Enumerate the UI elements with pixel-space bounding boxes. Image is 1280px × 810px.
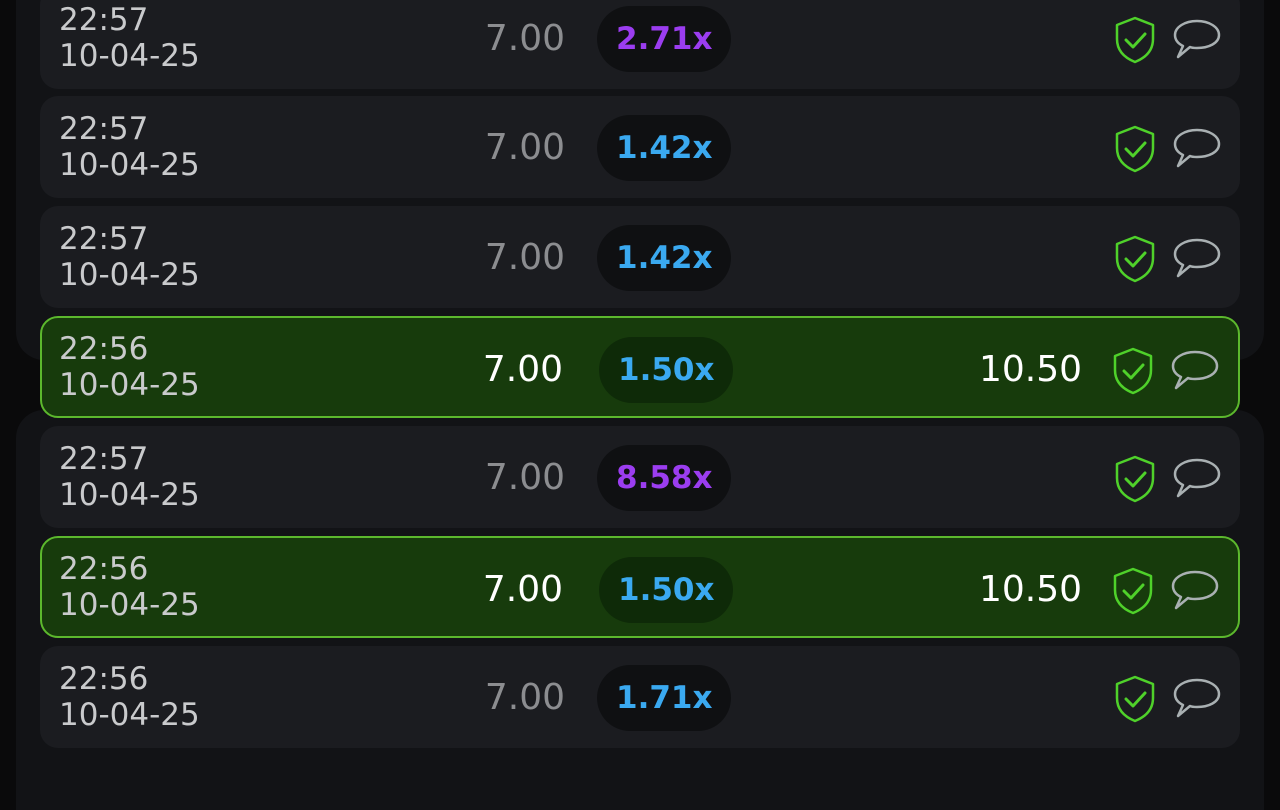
bet-time: 22:56 — [59, 661, 149, 697]
shield-check-icon[interactable] — [1112, 234, 1158, 284]
bet-amount: 7.00 — [482, 569, 563, 610]
multiplier-badge: 1.42x — [597, 225, 732, 291]
multiplier-badge: 1.71x — [597, 665, 732, 731]
bet-date: 10-04-25 — [59, 257, 200, 293]
bet-amount: 7.00 — [484, 127, 565, 168]
bet-timestamp: 22:56 10-04-25 — [59, 551, 200, 623]
bet-timestamp: 22:56 10-04-25 — [59, 331, 200, 403]
bet-time: 22:57 — [59, 221, 149, 257]
bet-row[interactable]: 22:57 10-04-25 7.00 2.71x — [40, 0, 1240, 89]
bet-date: 10-04-25 — [59, 587, 200, 623]
bet-amount: 7.00 — [484, 18, 565, 59]
payout-amount: 10.50 — [978, 349, 1082, 390]
multiplier-badge: 2.71x — [597, 6, 732, 72]
shield-check-icon[interactable] — [1112, 15, 1158, 65]
shield-check-icon[interactable] — [1112, 674, 1158, 724]
bet-timestamp: 22:56 10-04-25 — [59, 661, 200, 733]
bet-time: 22:56 — [59, 551, 149, 587]
bet-row[interactable]: 22:57 10-04-25 7.00 1.42x — [40, 206, 1240, 308]
bet-row[interactable]: 22:56 10-04-25 7.00 1.50x 10.50 — [40, 316, 1240, 418]
bet-timestamp: 22:57 10-04-25 — [59, 111, 200, 183]
bet-date: 10-04-25 — [59, 367, 200, 403]
bet-row[interactable]: 22:57 10-04-25 7.00 1.42x — [40, 96, 1240, 198]
bet-date: 10-04-25 — [59, 477, 200, 513]
multiplier-badge: 1.42x — [597, 115, 732, 181]
chat-bubble-icon[interactable] — [1172, 126, 1222, 170]
chat-bubble-icon[interactable] — [1172, 676, 1222, 720]
bet-amount: 7.00 — [484, 457, 565, 498]
multiplier-badge: 1.50x — [599, 557, 734, 623]
bet-row[interactable]: 22:57 10-04-25 7.00 8.58x — [40, 426, 1240, 528]
chat-bubble-icon[interactable] — [1172, 236, 1222, 280]
multiplier-badge: 8.58x — [597, 445, 732, 511]
chat-bubble-icon[interactable] — [1170, 348, 1220, 392]
chat-bubble-icon[interactable] — [1172, 456, 1222, 500]
bet-amount: 7.00 — [482, 349, 563, 390]
bet-amount: 7.00 — [484, 677, 565, 718]
bet-date: 10-04-25 — [59, 697, 200, 733]
bet-time: 22:57 — [59, 2, 149, 38]
bet-timestamp: 22:57 10-04-25 — [59, 2, 200, 74]
bet-amount: 7.00 — [484, 237, 565, 278]
bet-date: 10-04-25 — [59, 38, 200, 74]
bet-time: 22:57 — [59, 111, 149, 147]
shield-check-icon[interactable] — [1110, 566, 1156, 616]
chat-bubble-icon[interactable] — [1170, 568, 1220, 612]
bet-time: 22:57 — [59, 441, 149, 477]
shield-check-icon[interactable] — [1112, 454, 1158, 504]
bet-date: 10-04-25 — [59, 147, 200, 183]
bet-time: 22:56 — [59, 331, 149, 367]
bet-row[interactable]: 22:56 10-04-25 7.00 1.50x 10.50 — [40, 536, 1240, 638]
multiplier-badge: 1.50x — [599, 337, 734, 403]
chat-bubble-icon[interactable] — [1172, 17, 1222, 61]
payout-amount: 10.50 — [978, 569, 1082, 610]
shield-check-icon[interactable] — [1112, 124, 1158, 174]
shield-check-icon[interactable] — [1110, 346, 1156, 396]
bet-timestamp: 22:57 10-04-25 — [59, 221, 200, 293]
bet-timestamp: 22:57 10-04-25 — [59, 441, 200, 513]
bet-row[interactable]: 22:56 10-04-25 7.00 1.71x — [40, 646, 1240, 748]
